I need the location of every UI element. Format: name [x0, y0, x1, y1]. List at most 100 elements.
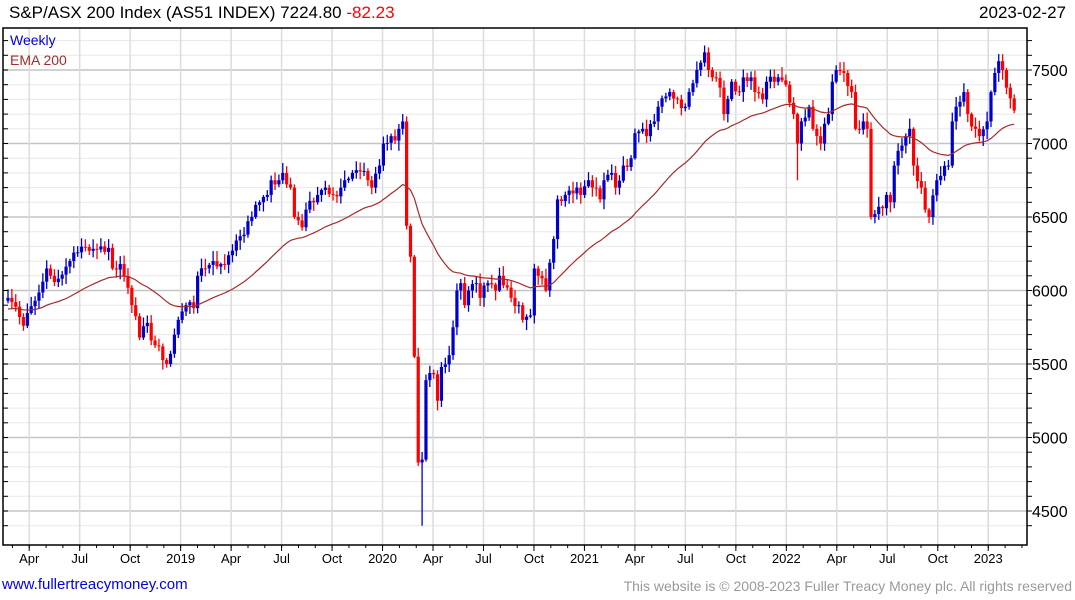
- candle-body: [33, 300, 37, 307]
- candle-body: [52, 275, 57, 283]
- candle-body: [234, 240, 238, 251]
- candle-body: [617, 180, 622, 188]
- candle-body: [664, 96, 668, 99]
- candle-body: [149, 322, 153, 341]
- candle-down: [706, 47, 711, 78]
- candle-body: [443, 364, 447, 367]
- candle-body: [474, 283, 478, 285]
- candle-up: [524, 314, 529, 331]
- candle-up: [439, 362, 444, 408]
- candle-body: [981, 129, 985, 137]
- candle-up: [37, 284, 41, 309]
- candle-body: [567, 190, 571, 195]
- candle-down: [757, 86, 761, 99]
- candle-body: [884, 194, 889, 209]
- candle-body: [660, 98, 664, 107]
- candle-up: [935, 173, 939, 202]
- candle-body: [652, 121, 656, 125]
- candle-body: [354, 170, 358, 173]
- y-tick-label: 7000: [1032, 137, 1068, 154]
- candle-up: [56, 269, 60, 287]
- candle-body: [939, 175, 943, 181]
- x-tick-label: Jul: [677, 551, 694, 566]
- candle-body: [691, 83, 695, 93]
- candle-body: [966, 92, 970, 115]
- candle-up: [145, 315, 149, 333]
- plot-frame: [2, 27, 1028, 546]
- candle-body: [300, 220, 304, 228]
- candle-body: [223, 264, 227, 266]
- candle-body: [199, 268, 204, 276]
- candle-up: [234, 234, 238, 257]
- candle-body: [764, 81, 769, 100]
- candle-body: [366, 170, 370, 181]
- candle-body: [911, 128, 916, 166]
- candle-body: [973, 126, 978, 129]
- candle-body: [72, 252, 76, 262]
- candle-up: [602, 172, 606, 210]
- candle-up: [900, 138, 904, 159]
- candle-up: [45, 260, 49, 289]
- candle-down: [87, 244, 91, 255]
- candle-body: [803, 117, 807, 122]
- candle-body: [107, 247, 111, 252]
- candle-body: [563, 194, 567, 202]
- candle-body: [931, 195, 935, 217]
- candle-down: [478, 273, 482, 307]
- candle-body: [850, 86, 854, 93]
- x-tick-label: Oct: [726, 551, 747, 566]
- candle-down: [911, 127, 916, 176]
- candle-down: [613, 165, 618, 195]
- y-tick-label: 5000: [1032, 431, 1068, 448]
- candle-down: [18, 300, 22, 325]
- candle-body: [331, 194, 335, 196]
- candle-up: [993, 67, 997, 96]
- candle-down: [288, 177, 293, 190]
- candle-body: [757, 92, 761, 94]
- candle-down: [579, 182, 583, 204]
- candle-down: [134, 297, 138, 321]
- candle-up: [246, 215, 250, 238]
- candle-up: [172, 328, 177, 358]
- candle-body: [327, 187, 331, 195]
- candle-up: [764, 76, 769, 108]
- candle-body: [408, 225, 413, 257]
- candle-body: [497, 275, 502, 291]
- candle-down: [923, 181, 927, 213]
- x-tick-label: Apr: [221, 551, 242, 566]
- website-link[interactable]: www.fullertreacymoney.com: [2, 576, 188, 593]
- chart-date: 2023-02-27: [979, 3, 1066, 22]
- candle-body: [60, 274, 64, 279]
- candle-body: [141, 326, 146, 338]
- candle-body: [892, 165, 896, 203]
- candle-up: [563, 191, 567, 207]
- candle-body: [989, 92, 993, 122]
- x-tick-label: Oct: [322, 551, 343, 566]
- candle-up: [741, 69, 745, 102]
- candle-body: [679, 99, 683, 109]
- x-tick-label: 2023: [974, 551, 1003, 566]
- candle-body: [319, 189, 324, 195]
- candle-body: [919, 180, 923, 188]
- candle-up: [6, 289, 10, 304]
- candle-down: [853, 84, 858, 131]
- candle-down: [215, 250, 219, 270]
- candle-up: [985, 111, 989, 140]
- candle-body: [405, 121, 409, 226]
- candle-up: [385, 134, 389, 151]
- candle-body: [118, 264, 122, 270]
- candle-body: [834, 70, 838, 82]
- candle-body: [478, 283, 482, 298]
- candle-body: [176, 319, 180, 335]
- candle-up: [896, 143, 900, 175]
- candle-down: [292, 184, 296, 219]
- candle-up: [834, 65, 838, 84]
- candle-body: [362, 170, 366, 172]
- candle-down: [223, 254, 227, 270]
- candle-body: [923, 187, 927, 210]
- candle-up: [633, 128, 637, 160]
- candle-body: [401, 121, 405, 129]
- candle-body: [273, 180, 277, 185]
- candle-body: [613, 172, 618, 188]
